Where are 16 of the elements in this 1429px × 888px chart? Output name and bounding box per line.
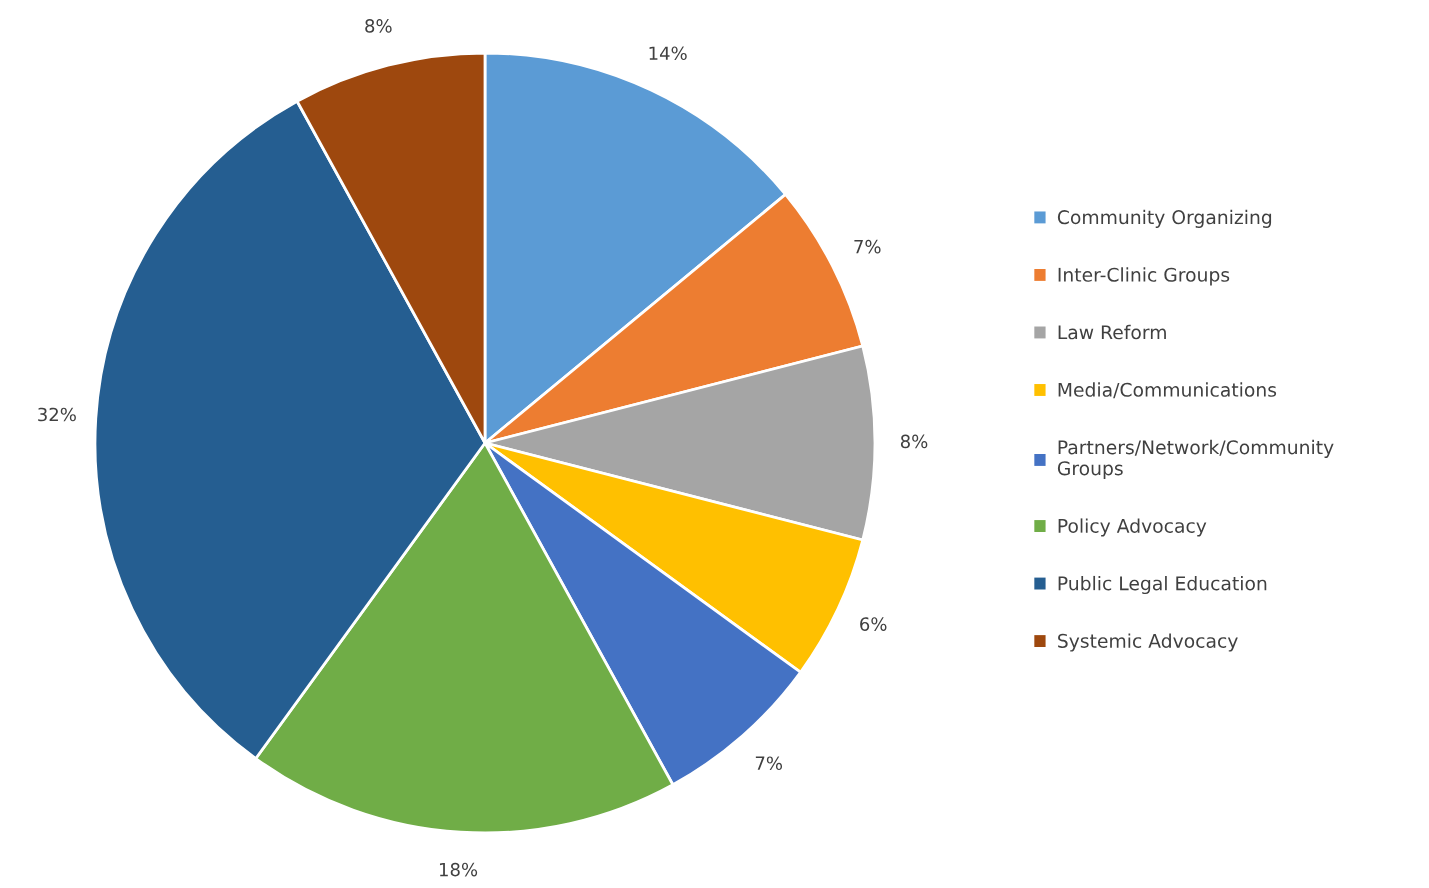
legend-label: Inter-Clinic Groups	[1058, 267, 1230, 286]
data-label: 8%	[365, 19, 392, 33]
legend-label: Partners/Network/Community Groups	[1057, 439, 1334, 480]
legend-label: Systemic Advocacy	[1058, 633, 1238, 652]
legend-label: Media/Communications	[1058, 382, 1277, 399]
data-label: 6%	[860, 617, 887, 631]
data-label: 18%	[439, 862, 478, 877]
data-label: 32%	[38, 407, 76, 422]
legend-label: Community Organizing	[1057, 209, 1272, 228]
legend-label: Public Legal Education	[1058, 575, 1267, 595]
legend-label: Policy Advocacy	[1058, 518, 1207, 537]
data-label: 7%	[854, 239, 881, 254]
data-label: 8%	[900, 434, 928, 449]
data-label: 7%	[755, 756, 783, 771]
data-label: 14%	[649, 46, 687, 61]
legend-label: Law Reform	[1058, 324, 1166, 340]
